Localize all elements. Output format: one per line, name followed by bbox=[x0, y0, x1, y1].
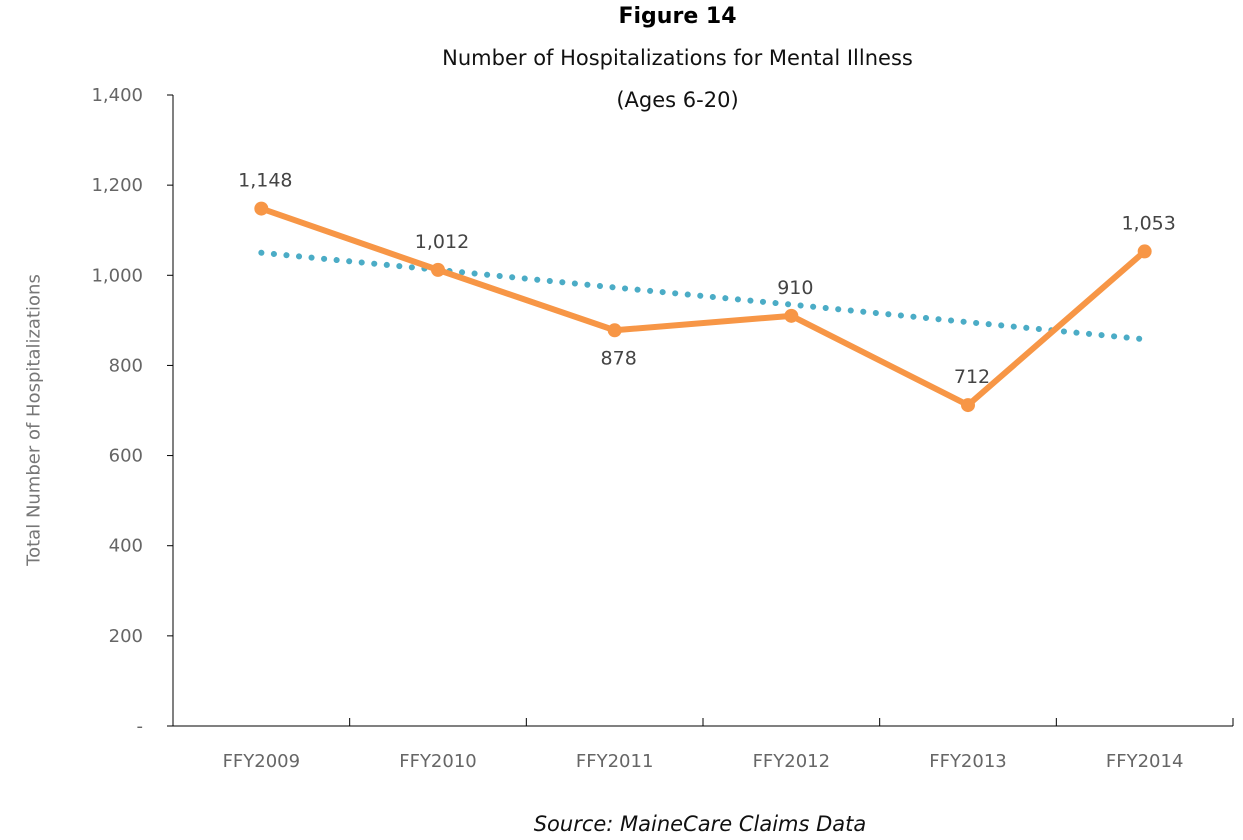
data-point-marker bbox=[431, 262, 445, 277]
data-label: 1,012 bbox=[415, 231, 469, 253]
x-tick-label: FFY2011 bbox=[576, 751, 654, 772]
data-point-marker bbox=[961, 398, 975, 413]
chart-subtitle-line-2: (Ages 6-20) bbox=[616, 88, 739, 112]
data-label: 910 bbox=[777, 277, 813, 299]
data-label: 1,053 bbox=[1121, 212, 1175, 234]
y-tick-label: 1,000 bbox=[91, 265, 143, 286]
data-point-marker bbox=[784, 308, 799, 323]
data-label: 878 bbox=[601, 347, 637, 369]
trendline-series bbox=[258, 249, 1148, 343]
hospitalizations-line bbox=[258, 205, 1148, 409]
x-tick-label: FFY2014 bbox=[1106, 751, 1184, 772]
x-tick-label: FFY2010 bbox=[399, 751, 477, 772]
y-tick-label: 1,200 bbox=[91, 175, 143, 196]
y-tick-label: 400 bbox=[109, 536, 143, 557]
data-point-marker bbox=[607, 323, 622, 338]
x-tick-label: FFY2009 bbox=[223, 751, 301, 772]
chart-title: Figure 14 bbox=[618, 4, 737, 29]
x-tick-label: FFY2012 bbox=[753, 751, 831, 772]
data-label: 712 bbox=[954, 366, 990, 388]
chart-subtitle-line-1: Number of Hospitalizations for Mental Il… bbox=[442, 46, 913, 70]
y-tick-label: 600 bbox=[109, 446, 143, 467]
data-label: 1,148 bbox=[238, 170, 292, 192]
y-tick-label: - bbox=[137, 716, 144, 737]
data-point-marker bbox=[254, 201, 269, 216]
data-point-marker bbox=[1137, 244, 1152, 259]
y-tick-label: 1,400 bbox=[91, 85, 143, 106]
x-tick-label: FFY2013 bbox=[929, 751, 1007, 772]
y-tick-label: 800 bbox=[109, 355, 143, 376]
y-tick-label: 200 bbox=[109, 626, 143, 647]
source-note: Source: MaineCare Claims Data bbox=[533, 812, 867, 836]
